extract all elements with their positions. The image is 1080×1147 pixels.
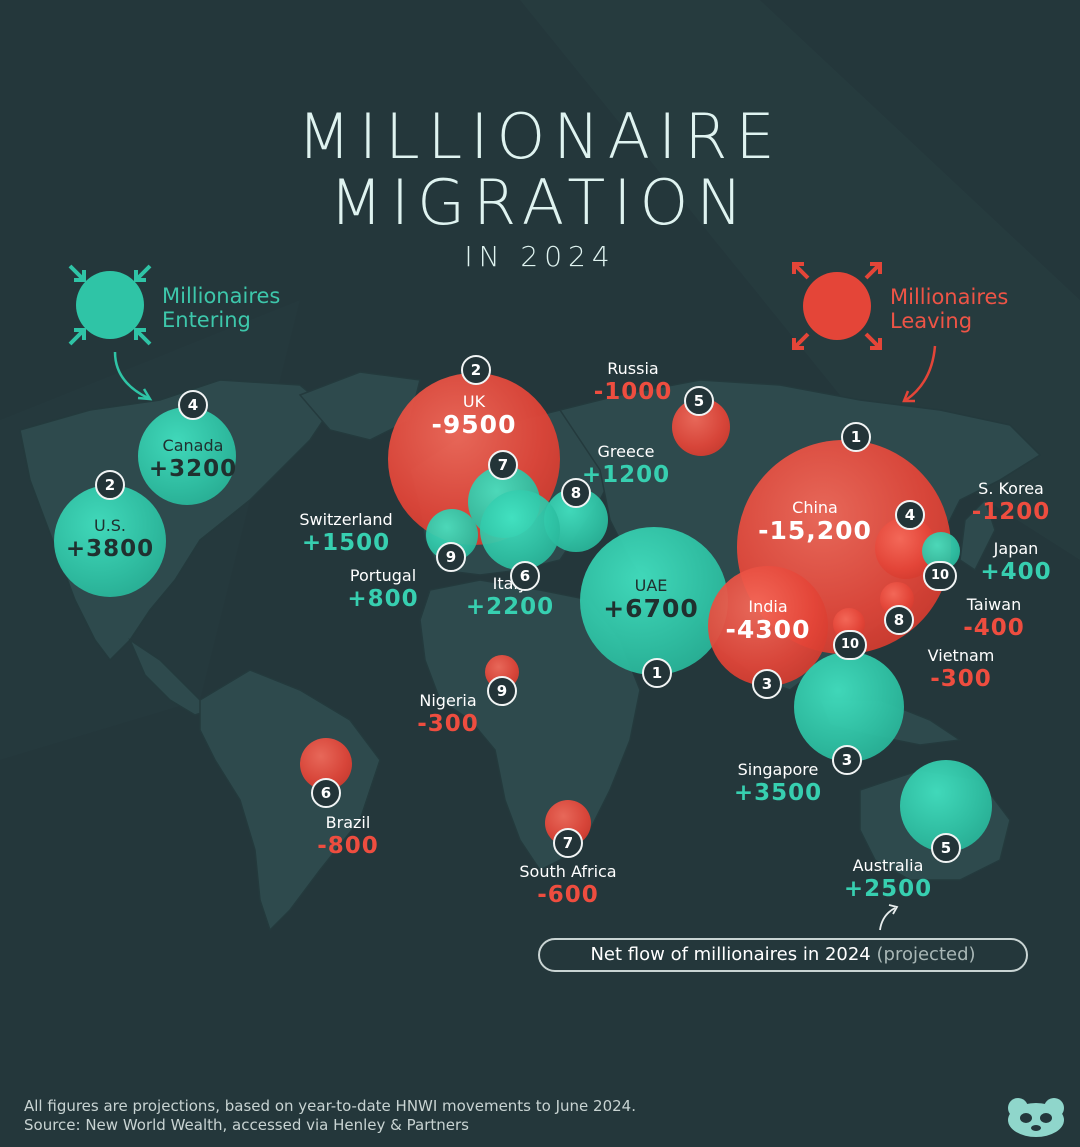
brand-logo-icon bbox=[1008, 1098, 1064, 1137]
rank-badge-us: 2 bbox=[95, 470, 125, 500]
rank-badge-south-africa: 7 bbox=[553, 828, 583, 858]
label-nigeria: Nigeria -300 bbox=[417, 691, 479, 737]
rank-badge-uae: 1 bbox=[642, 658, 672, 688]
leaving-legend-icon bbox=[792, 262, 882, 350]
label-south-africa: South Africa -600 bbox=[519, 862, 617, 908]
footnote-line-1: All figures are projections, based on ye… bbox=[24, 1097, 636, 1115]
legend-leaving-label: Millionaires Leaving bbox=[890, 285, 1009, 333]
label-s-korea: S. Korea -1200 bbox=[971, 479, 1051, 525]
entering-arrow-icon bbox=[113, 351, 149, 400]
rank-badge-australia: 5 bbox=[931, 833, 961, 863]
rank-badge-taiwan: 8 bbox=[884, 605, 914, 635]
rank-badge-s-korea: 4 bbox=[895, 500, 925, 530]
label-australia: Australia +2500 bbox=[843, 856, 933, 902]
bubble-india bbox=[708, 566, 828, 686]
entering-legend-icon bbox=[68, 264, 152, 346]
rank-badge-portugal: 9 bbox=[436, 542, 466, 572]
rank-badge-singapore: 3 bbox=[832, 745, 862, 775]
bubble-italy bbox=[480, 490, 560, 570]
label-china: China -15,200 bbox=[758, 498, 872, 545]
rank-badge-china: 1 bbox=[841, 422, 871, 452]
label-singapore: Singapore +3500 bbox=[733, 760, 823, 806]
label-switzerland: Switzerland +1500 bbox=[299, 510, 393, 556]
label-taiwan: Taiwan -400 bbox=[963, 595, 1025, 641]
net-flow-note: Net flow of millionaires in 2024 (projec… bbox=[538, 938, 1028, 972]
net-flow-note-projected: (projected) bbox=[876, 944, 976, 965]
rank-badge-uk: 2 bbox=[461, 355, 491, 385]
rank-badge-switzerland: 7 bbox=[488, 450, 518, 480]
bubble-canada bbox=[138, 407, 236, 505]
label-portugal: Portugal +800 bbox=[347, 566, 419, 612]
bubble-singapore bbox=[794, 652, 904, 762]
label-greece: Greece +1200 bbox=[581, 442, 671, 488]
rank-badge-japan: 10 bbox=[923, 561, 957, 591]
rank-badge-vietnam: 10 bbox=[833, 630, 867, 660]
bubble-us bbox=[54, 485, 166, 597]
rank-badge-greece: 8 bbox=[561, 478, 591, 508]
label-vietnam: Vietnam -300 bbox=[927, 646, 995, 692]
label-russia: Russia -1000 bbox=[593, 359, 673, 405]
label-uae: UAE +6700 bbox=[603, 576, 699, 623]
rank-badge-italy: 6 bbox=[510, 561, 540, 591]
label-canada: Canada +3200 bbox=[148, 436, 238, 482]
net-flow-note-text: Net flow of millionaires in 2024 bbox=[590, 944, 871, 965]
page-title-second-line: MIGRATION bbox=[329, 166, 751, 239]
note-arrow-icon bbox=[879, 907, 896, 931]
label-brazil: Brazil -800 bbox=[317, 813, 379, 859]
label-japan: Japan +400 bbox=[980, 539, 1052, 585]
page-title: MILLIONAIRE bbox=[297, 100, 783, 173]
label-india: India -4300 bbox=[725, 597, 811, 644]
footnote: All figures are projections, based on ye… bbox=[24, 1097, 636, 1135]
rank-badge-brazil: 6 bbox=[311, 778, 341, 808]
leaving-arrow-icon bbox=[905, 345, 937, 402]
rank-badge-nigeria: 9 bbox=[487, 676, 517, 706]
rank-badge-india: 3 bbox=[752, 669, 782, 699]
legend-entering-label: Millionaires Entering bbox=[162, 284, 281, 332]
page-subtitle: IN 2024 bbox=[464, 240, 616, 273]
rank-badge-canada: 4 bbox=[178, 390, 208, 420]
footnote-source: Source: New World Wealth, accessed via H… bbox=[24, 1116, 469, 1134]
label-us: U.S. +3800 bbox=[65, 516, 155, 562]
bubble-uae bbox=[580, 527, 728, 675]
rank-badge-russia: 5 bbox=[684, 386, 714, 416]
label-uk: UK -9500 bbox=[431, 392, 517, 439]
